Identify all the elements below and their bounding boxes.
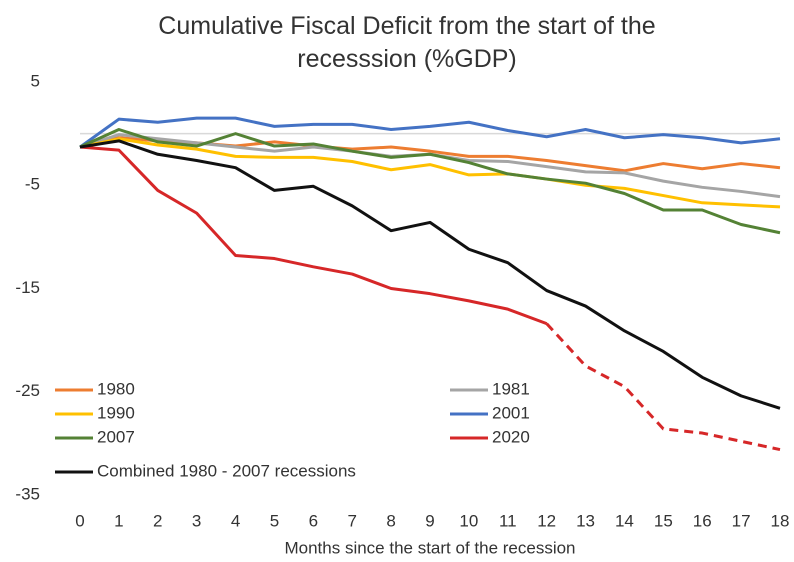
x-tick-label: 13 — [576, 511, 595, 530]
x-tick-label: 8 — [386, 511, 395, 530]
x-tick-label: 1 — [114, 511, 123, 530]
x-tick-label: 4 — [231, 511, 240, 530]
line — [79, 127, 781, 235]
y-tick-label: -25 — [15, 381, 40, 400]
y-tick-label: 5 — [31, 71, 40, 90]
legend-label: Combined 1980 - 2007 recessions — [97, 461, 356, 480]
x-tick-label: 11 — [499, 511, 517, 530]
x-tick-label: 16 — [693, 511, 712, 530]
y-tick-label: -5 — [25, 175, 40, 194]
x-tick-label: 17 — [732, 511, 751, 530]
x-tick-label: 7 — [347, 511, 356, 530]
legend-label: 1990 — [97, 403, 135, 422]
line — [79, 116, 781, 149]
y-tick-label: -15 — [15, 278, 40, 297]
x-tick-label: 2 — [153, 511, 162, 530]
legend-label: 1980 — [97, 379, 135, 398]
x-tick-label: 9 — [425, 511, 434, 530]
x-tick-label: 18 — [771, 511, 790, 530]
legend-label: 2001 — [492, 403, 530, 422]
x-tick-label: 10 — [459, 511, 478, 530]
legend-label: 1981 — [492, 379, 530, 398]
x-tick-label: 3 — [192, 511, 201, 530]
x-tick-label: 15 — [654, 511, 673, 530]
legend-label: 2007 — [97, 427, 135, 446]
y-tick-label: -35 — [15, 484, 40, 503]
chart-title: Cumulative Fiscal Deficit from the start… — [158, 12, 656, 73]
x-tick-label: 5 — [270, 511, 279, 530]
line — [79, 137, 781, 209]
x-tick-label: 6 — [309, 511, 318, 530]
legend-label: 2020 — [492, 427, 530, 446]
line — [79, 139, 781, 410]
x-tick-label: 0 — [75, 511, 84, 530]
x-axis-title: Months since the start of the recession — [284, 538, 575, 557]
line — [79, 145, 548, 326]
x-tick-label: 12 — [537, 511, 556, 530]
x-tick-label: 14 — [615, 511, 634, 530]
line-dashed — [545, 322, 781, 452]
